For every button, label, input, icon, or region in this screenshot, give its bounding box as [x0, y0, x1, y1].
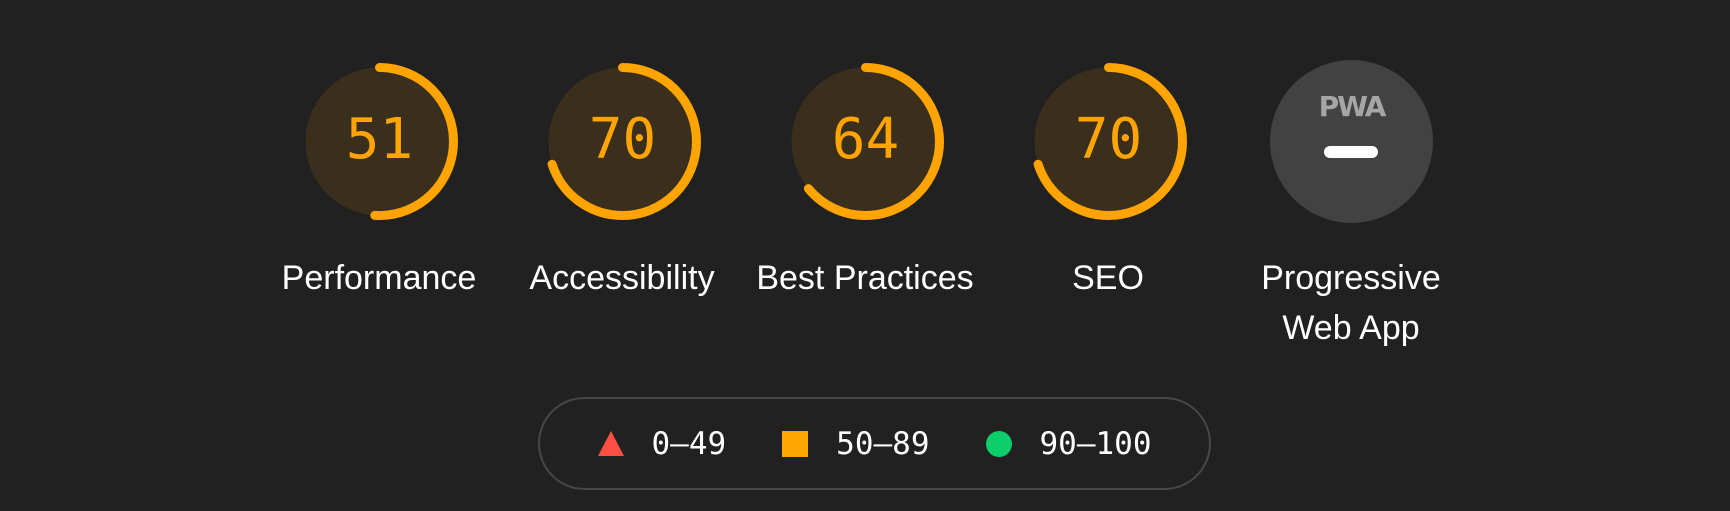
pwa-badge-text: PWA — [1318, 90, 1386, 123]
score-legend: 0–49 50–89 90–100 — [538, 397, 1211, 490]
gauge-ring-icon: 70 — [543, 63, 701, 220]
gauge-arc — [543, 63, 701, 220]
legend-range: 0–49 — [651, 425, 727, 462]
gauge-seo[interactable]: 70 SEO — [987, 60, 1230, 353]
gauge-pwa[interactable]: PWA Progressive Web App — [1230, 60, 1473, 353]
legend-item-fail: 0–49 — [597, 425, 727, 462]
circle-icon — [985, 430, 1012, 457]
gauge-score: 70 — [1074, 107, 1141, 172]
gauge-label: SEO — [1072, 259, 1144, 297]
gauge-ring-icon: 70 — [1029, 63, 1187, 220]
gauge-row: 51 Performance 70 Accessibility 64 Best … — [0, 60, 1730, 353]
gauge-performance[interactable]: 51 Performance — [258, 60, 501, 353]
triangle-icon — [597, 431, 624, 456]
legend-item-pass: 90–100 — [985, 425, 1152, 462]
gauge-best-practices[interactable]: 64 Best Practices — [744, 60, 987, 353]
legend-range: 90–100 — [1039, 425, 1152, 462]
gauge-label: Accessibility — [529, 259, 715, 297]
gauge-score: 64 — [831, 107, 898, 172]
gauge-arc — [300, 63, 458, 220]
pwa-badge-icon: PWA — [1269, 60, 1433, 223]
legend-item-average: 50–89 — [782, 425, 930, 462]
gauge-arc — [1029, 63, 1187, 220]
gauge-label: Best Practices — [756, 259, 974, 297]
legend-range: 50–89 — [836, 425, 930, 462]
gauge-label: Progressive Web App — [1261, 259, 1441, 347]
gauge-score: 51 — [345, 107, 412, 172]
dash-icon — [1323, 146, 1378, 158]
gauge-ring-icon: 64 — [786, 63, 944, 220]
gauge-score: 70 — [588, 107, 655, 172]
gauge-label: Performance — [281, 259, 477, 297]
gauge-arc — [786, 63, 944, 220]
square-icon — [782, 430, 809, 457]
gauge-accessibility[interactable]: 70 Accessibility — [501, 60, 744, 353]
gauge-ring-icon: 51 — [300, 63, 458, 220]
